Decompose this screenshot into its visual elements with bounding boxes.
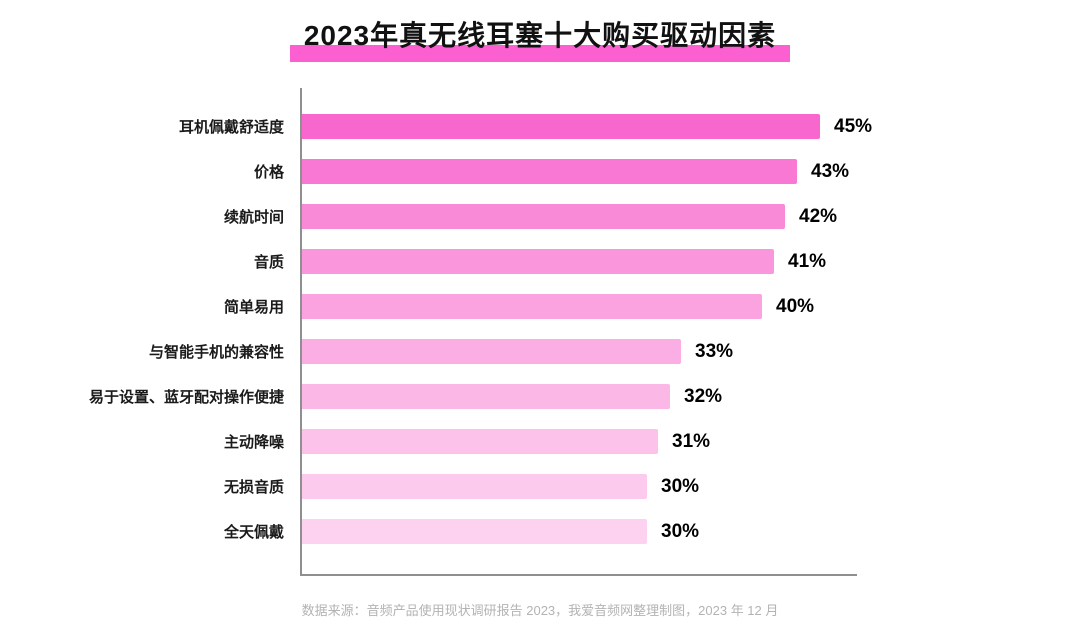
source-note: 数据来源：音频产品使用现状调研报告 2023，我爱音频网整理制图，2023 年 … xyxy=(301,603,779,618)
category-label: 价格 xyxy=(253,164,284,181)
category-label: 续航时间 xyxy=(223,209,284,226)
category-label: 耳机佩戴舒适度 xyxy=(178,119,284,136)
chart-row: 耳机佩戴舒适度 45% xyxy=(0,104,1080,149)
bar xyxy=(300,339,681,364)
bar xyxy=(300,519,647,544)
chart-row: 与智能手机的兼容性 33% xyxy=(0,329,1080,374)
bar-cell: 43% xyxy=(300,149,1080,194)
chart-row: 全天佩戴 30% xyxy=(0,509,1080,554)
value-label: 30% xyxy=(661,520,700,542)
category-label: 无损音质 xyxy=(223,479,284,496)
bar-cell: 33% xyxy=(300,329,1080,374)
value-label: 42% xyxy=(799,205,838,227)
bar xyxy=(300,159,797,184)
bar xyxy=(300,114,820,139)
chart-row: 续航时间 42% xyxy=(0,194,1080,239)
category-label: 易于设置、蓝牙配对操作便捷 xyxy=(88,389,284,406)
value-label: 41% xyxy=(788,250,827,272)
bar-cell: 41% xyxy=(300,239,1080,284)
chart-row: 无损音质 30% xyxy=(0,464,1080,509)
page-title-text: 2023年真无线耳塞十大购买驱动因素 xyxy=(303,20,777,51)
bar-cell: 40% xyxy=(300,284,1080,329)
chart-row: 主动降噪 31% xyxy=(0,419,1080,464)
chart-row: 简单易用 40% xyxy=(0,284,1080,329)
bar xyxy=(300,384,670,409)
bar-cell: 30% xyxy=(300,509,1080,554)
value-label: 33% xyxy=(695,340,734,362)
title-area: 2023年真无线耳塞十大购买驱动因素 xyxy=(0,0,1080,62)
category-label: 全天佩戴 xyxy=(223,524,284,541)
page-title: 2023年真无线耳塞十大购买驱动因素 xyxy=(289,14,791,62)
bar xyxy=(300,294,762,319)
value-label: 32% xyxy=(684,385,723,407)
category-label: 主动降噪 xyxy=(223,434,284,451)
bar-cell: 30% xyxy=(300,464,1080,509)
bar xyxy=(300,429,658,454)
bar xyxy=(300,249,774,274)
category-label: 简单易用 xyxy=(223,299,284,316)
category-label: 音质 xyxy=(253,254,284,271)
bar-chart: 耳机佩戴舒适度 45% 价格 43% 续航时间 42% 音质 41% 简单易用 40% 与智能手机的… xyxy=(0,88,1080,576)
bar-cell: 32% xyxy=(300,374,1080,419)
category-label: 与智能手机的兼容性 xyxy=(148,344,284,361)
value-label: 40% xyxy=(776,295,815,317)
bar xyxy=(300,204,785,229)
chart-row: 易于设置、蓝牙配对操作便捷 32% xyxy=(0,374,1080,419)
chart-row: 音质 41% xyxy=(0,239,1080,284)
plot-area: 耳机佩戴舒适度 45% 价格 43% 续航时间 42% 音质 41% 简单易用 40% 与智能手机的… xyxy=(0,88,1080,576)
value-label: 43% xyxy=(811,160,850,182)
bar-cell: 45% xyxy=(300,104,1080,149)
chart-row: 价格 43% xyxy=(0,149,1080,194)
bar xyxy=(300,474,647,499)
bar-cell: 31% xyxy=(300,419,1080,464)
value-label: 31% xyxy=(672,430,711,452)
value-label: 30% xyxy=(661,475,700,497)
value-label: 45% xyxy=(834,115,873,137)
bar-cell: 42% xyxy=(300,194,1080,239)
